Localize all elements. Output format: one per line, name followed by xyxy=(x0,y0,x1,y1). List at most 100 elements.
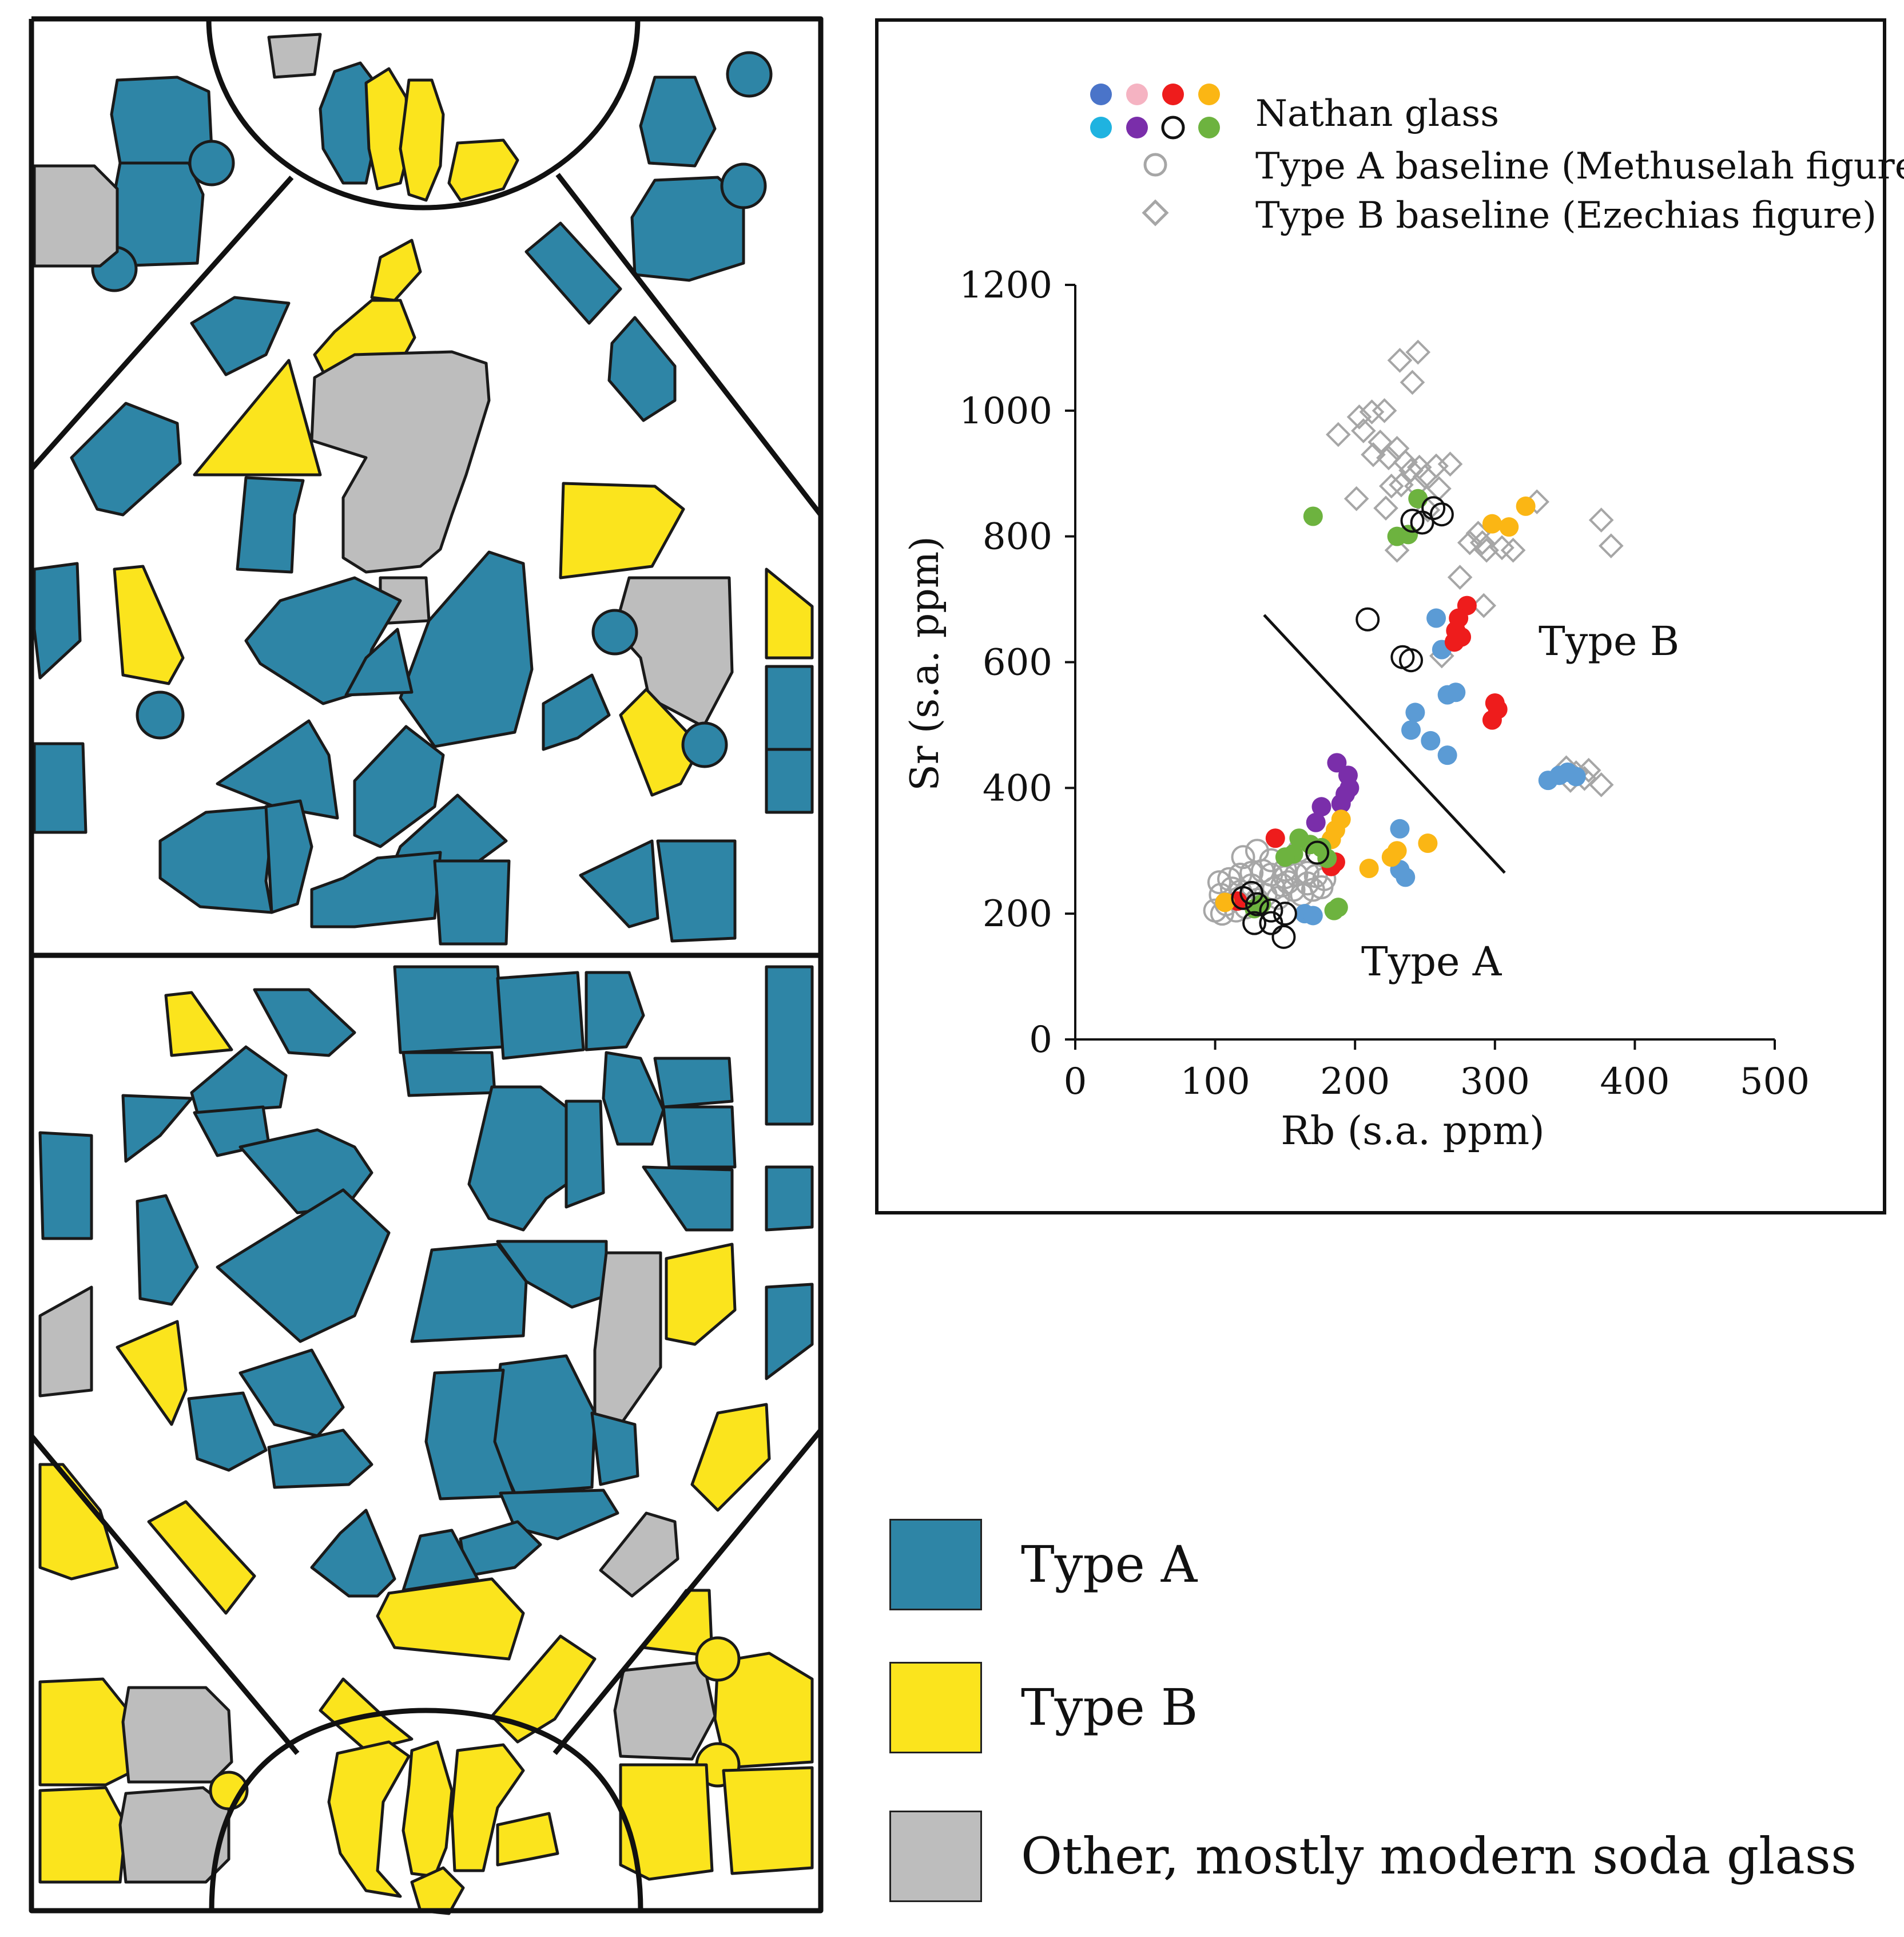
data-point xyxy=(1400,370,1425,395)
type-a-piece xyxy=(639,76,717,168)
type-a-piece xyxy=(653,1057,734,1109)
y-axis-label: Sr (s.a. ppm) xyxy=(903,536,948,791)
type-a-piece xyxy=(591,609,638,656)
data-point xyxy=(1399,648,1424,673)
data-point xyxy=(1295,871,1320,896)
data-point xyxy=(1588,772,1614,797)
data-point xyxy=(1368,429,1393,455)
type-a-piece xyxy=(33,742,88,834)
type-a-piece xyxy=(765,965,814,1126)
data-point xyxy=(1306,812,1326,832)
other-piece xyxy=(38,1285,93,1398)
type-b-piece xyxy=(619,688,702,797)
legend-nathan-marker xyxy=(1198,84,1220,105)
data-point xyxy=(1309,875,1334,900)
type-a-piece xyxy=(216,1188,391,1343)
data-point xyxy=(1408,489,1428,509)
data-point xyxy=(1239,860,1264,885)
legend-type-b-baseline-label: Type B baseline (Ezechias figure) xyxy=(1255,195,1877,237)
legend-type-b-baseline-marker xyxy=(1142,199,1169,227)
data-point xyxy=(1446,682,1466,702)
data-point xyxy=(1331,793,1351,813)
legend-swatch-type-b xyxy=(889,1662,982,1753)
x-tick-label: 500 xyxy=(1740,1061,1810,1103)
legend-nathan-marker xyxy=(1090,117,1112,138)
other-piece xyxy=(267,33,322,79)
legend-swatch-other xyxy=(889,1811,982,1902)
other-piece xyxy=(310,350,491,574)
type-a-piece xyxy=(602,1051,665,1146)
data-point xyxy=(1231,886,1255,910)
axis-ticks xyxy=(1065,284,1776,1050)
annotation-type-a: Type A xyxy=(1361,938,1502,985)
type-b-piece xyxy=(690,1403,771,1512)
data-point xyxy=(1303,506,1323,526)
type-a-piece xyxy=(579,839,659,928)
legend-label-type-a: Type A xyxy=(1021,1535,1198,1594)
type-b-piece xyxy=(559,482,685,579)
legend-nathan-marker xyxy=(1161,116,1185,140)
type-a-piece xyxy=(188,140,235,186)
type-a-piece xyxy=(264,799,313,914)
type-b-piece xyxy=(193,359,322,477)
type-a-piece xyxy=(344,628,414,697)
type-b-piece xyxy=(370,239,422,302)
type-a-piece xyxy=(496,971,585,1060)
type-a-piece xyxy=(399,550,534,748)
type-b-piece xyxy=(450,1743,525,1872)
data-point xyxy=(1437,745,1457,765)
data-point xyxy=(1356,607,1380,632)
data-point xyxy=(1381,847,1401,867)
data-point xyxy=(1405,702,1425,723)
legend-nathan-marker xyxy=(1162,84,1184,105)
data-point xyxy=(1401,720,1421,740)
type-b-piece xyxy=(410,1866,465,1915)
annotation-type-b: Type B xyxy=(1539,618,1679,665)
data-point xyxy=(1444,632,1464,652)
y-tick-label: 0 xyxy=(1029,1019,1052,1061)
other-piece xyxy=(121,1686,233,1784)
data-point xyxy=(1393,450,1418,475)
legend-nathan-marker xyxy=(1126,84,1148,105)
type-a-piece xyxy=(662,1105,737,1169)
legend-swatch-type-a xyxy=(889,1519,982,1610)
data-point xyxy=(1421,496,1446,521)
type-b-piece xyxy=(116,1320,188,1426)
data-point xyxy=(1387,348,1413,373)
data-point xyxy=(1231,845,1255,870)
type-b-piece xyxy=(447,138,519,202)
type-b-piece xyxy=(319,61,379,185)
type-b-piece xyxy=(695,1636,741,1682)
y-tick-label: 1200 xyxy=(959,264,1052,307)
type-a-piece xyxy=(467,1085,577,1232)
data-point xyxy=(1576,757,1601,783)
type-a-piece xyxy=(410,1243,528,1343)
type-a-piece xyxy=(253,988,356,1057)
y-tick-label: 200 xyxy=(983,893,1052,935)
type-a-piece xyxy=(590,1411,639,1486)
data-point xyxy=(1378,473,1404,499)
data-point xyxy=(1259,911,1283,935)
y-tick-label: 400 xyxy=(983,767,1052,809)
data-point xyxy=(1482,514,1502,534)
legend-nathan-marker xyxy=(1126,117,1148,138)
data-point xyxy=(1275,847,1295,867)
data-point xyxy=(1447,565,1473,590)
type-a-piece xyxy=(267,1428,373,1489)
data-point xyxy=(1270,873,1295,898)
type-a-piece xyxy=(190,296,291,376)
legend-nathan-label: Nathan glass xyxy=(1255,93,1499,135)
data-point xyxy=(1372,398,1397,423)
legend-label-type-b: Type B xyxy=(1021,1678,1198,1737)
type-a-piece xyxy=(353,725,445,848)
type-a-piece xyxy=(720,162,767,209)
type-a-piece xyxy=(38,1131,93,1240)
x-tick-label: 400 xyxy=(1600,1061,1670,1103)
type-b-piece xyxy=(619,1763,714,1881)
type-b-piece xyxy=(713,1652,814,1769)
type-b-piece xyxy=(38,1463,119,1581)
data-point xyxy=(1215,892,1235,912)
data-point xyxy=(1384,538,1410,563)
